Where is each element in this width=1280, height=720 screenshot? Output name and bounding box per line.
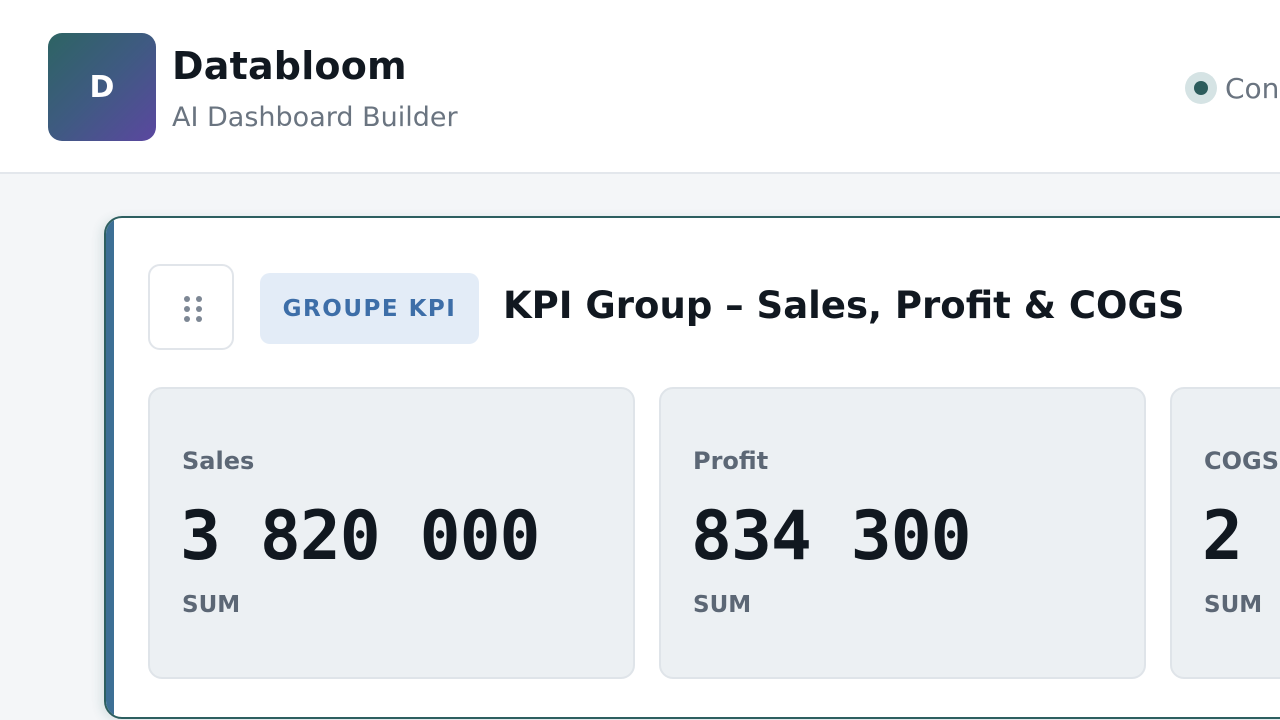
kpi-value: 3 820 000 [180,497,540,576]
kpi-value: 834 300 [691,497,972,576]
group-type-badge: GROUPE KPI [260,273,479,344]
kpi-aggregation: SUM [693,592,752,618]
drag-handle-button[interactable] [148,264,234,350]
panel-title: KPI Group – Sales, Profit & COGS [503,284,1185,327]
kpi-label: Sales [182,447,255,475]
status-label: Con [1225,71,1280,105]
logo-letter: D [89,69,115,105]
kpi-label: COGS [1204,447,1279,475]
kpi-group-panel[interactable]: GROUPE KPI KPI Group – Sales, Profit & C… [104,216,1280,719]
panel-accent-bar [106,218,114,717]
app-logo: D [48,33,156,141]
kpi-card-profit[interactable]: Profit 834 300 SUM [659,387,1146,679]
kpi-aggregation: SUM [1204,592,1263,618]
status-dot-icon [1185,72,1217,104]
app-subtitle: AI Dashboard Builder [172,102,458,133]
kpi-value: 2 2 [1202,497,1280,576]
app-title: Databloom [172,44,407,88]
top-bar: D Databloom AI Dashboard Builder Con [0,0,1280,174]
kpi-aggregation: SUM [182,592,241,618]
connection-status: Con [1185,70,1279,106]
kpi-card-sales[interactable]: Sales 3 820 000 SUM [148,387,635,679]
kpi-card-cogs[interactable]: COGS 2 2 SUM [1170,387,1280,679]
drag-handle-icon [184,296,202,322]
kpi-label: Profit [693,447,769,475]
